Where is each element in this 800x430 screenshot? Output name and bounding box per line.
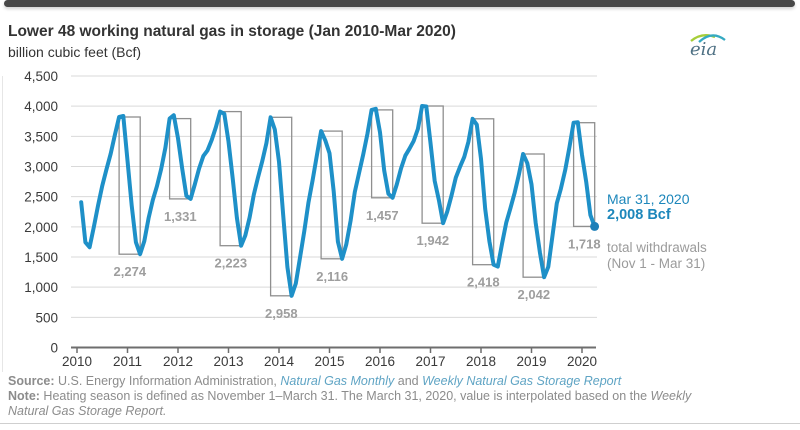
window-top-bar <box>4 0 795 7</box>
endpoint-annotation: Mar 31, 2020 2,008 Bcf total withdrawals… <box>607 191 797 272</box>
footer-text: and <box>394 374 423 388</box>
withdrawal-bracket <box>370 109 394 199</box>
withdrawal-bracket <box>118 116 141 255</box>
y-tick-label: 500 <box>35 310 58 325</box>
withdrawal-bracket <box>320 130 343 260</box>
y-tick-label: 4,500 <box>24 69 58 84</box>
footer-text: U.S. Energy Information Administration, <box>58 374 281 388</box>
withdrawal-label: 2,116 <box>316 269 348 284</box>
endpoint-marker <box>590 221 600 231</box>
chart-frame-border <box>2 76 3 372</box>
withdrawal-bracket <box>168 117 192 200</box>
withdrawal-label: 1,331 <box>164 209 197 224</box>
withdrawal-label: 1,718 <box>568 236 601 251</box>
chart-units-subtitle: billion cubic feet (Bcf) <box>8 44 142 60</box>
endpoint-value: 2,008 Bcf <box>607 207 671 223</box>
x-tick-label: 2010 <box>62 354 92 369</box>
withdrawal-bracket <box>269 116 293 297</box>
footer-source-line: Source: U.S. Energy Information Administ… <box>8 374 794 389</box>
x-tick-label: 2020 <box>567 354 597 369</box>
withdrawal-label: 2,274 <box>114 264 147 279</box>
withdrawal-bracket <box>471 118 495 266</box>
footer-text: Source: <box>8 374 59 388</box>
footer-text: Weekly <box>650 389 692 403</box>
footer-text: Natural Gas Storage Report. <box>8 404 167 418</box>
x-tick-label: 2015 <box>314 354 344 369</box>
storage-line <box>79 104 597 298</box>
withdrawal-bracket <box>522 153 545 278</box>
footer-note-line: Note: Heating season is defined as Novem… <box>8 389 794 404</box>
y-tick-label: 2,000 <box>24 220 58 235</box>
withdrawal-label: 1,457 <box>366 208 399 223</box>
y-tick-label: 2,500 <box>24 190 58 205</box>
y-tick-label: 0 <box>50 341 58 356</box>
y-tick-label: 1,500 <box>24 250 58 265</box>
bottom-divider <box>0 423 800 424</box>
withdrawals-caption-line2: (Nov 1 - Mar 31) <box>607 256 706 271</box>
footer-note-line2: Natural Gas Storage Report. <box>8 404 794 419</box>
endpoint-date: Mar 31, 2020 <box>607 191 690 207</box>
source-link[interactable]: Weekly Natural Gas Storage Report <box>422 374 622 388</box>
withdrawals-caption-line1: total withdrawals <box>607 240 707 255</box>
x-tick-label: 2017 <box>415 354 445 369</box>
x-tick-label: 2013 <box>213 354 243 369</box>
y-tick-label: 1,000 <box>24 280 58 295</box>
footer-text: Heating season is defined as November 1–… <box>43 389 651 403</box>
footer-text: Note: <box>8 389 44 403</box>
page-title: Lower 48 working natural gas in storage … <box>8 23 456 40</box>
y-tick-label: 3,000 <box>24 160 58 175</box>
x-tick-label: 2018 <box>466 354 496 369</box>
chart-footer: Source: U.S. Energy Information Administ… <box>8 374 794 419</box>
withdrawal-label: 2,958 <box>265 306 298 321</box>
eia-logo-swoosh-blue <box>698 34 726 43</box>
x-tick-label: 2012 <box>163 354 193 369</box>
x-tick-label: 2016 <box>365 354 395 369</box>
withdrawal-bracket <box>219 110 242 247</box>
y-tick-label: 4,000 <box>24 99 58 114</box>
eia-logo-text: eia <box>690 39 717 60</box>
withdrawal-label: 2,223 <box>215 256 248 271</box>
withdrawal-label: 2,042 <box>518 287 551 302</box>
withdrawal-bracket <box>572 122 596 228</box>
x-tick-label: 2014 <box>264 354 295 369</box>
withdrawal-label: 2,418 <box>467 275 500 290</box>
withdrawal-bracket <box>421 105 444 224</box>
source-link[interactable]: Natural Gas Monthly <box>280 374 395 388</box>
withdrawal-label: 1,942 <box>417 233 450 248</box>
x-tick-label: 2011 <box>113 354 142 369</box>
y-tick-label: 3,500 <box>24 129 58 144</box>
eia-logo-icon: eia <box>684 27 730 66</box>
x-tick-label: 2019 <box>516 354 546 369</box>
